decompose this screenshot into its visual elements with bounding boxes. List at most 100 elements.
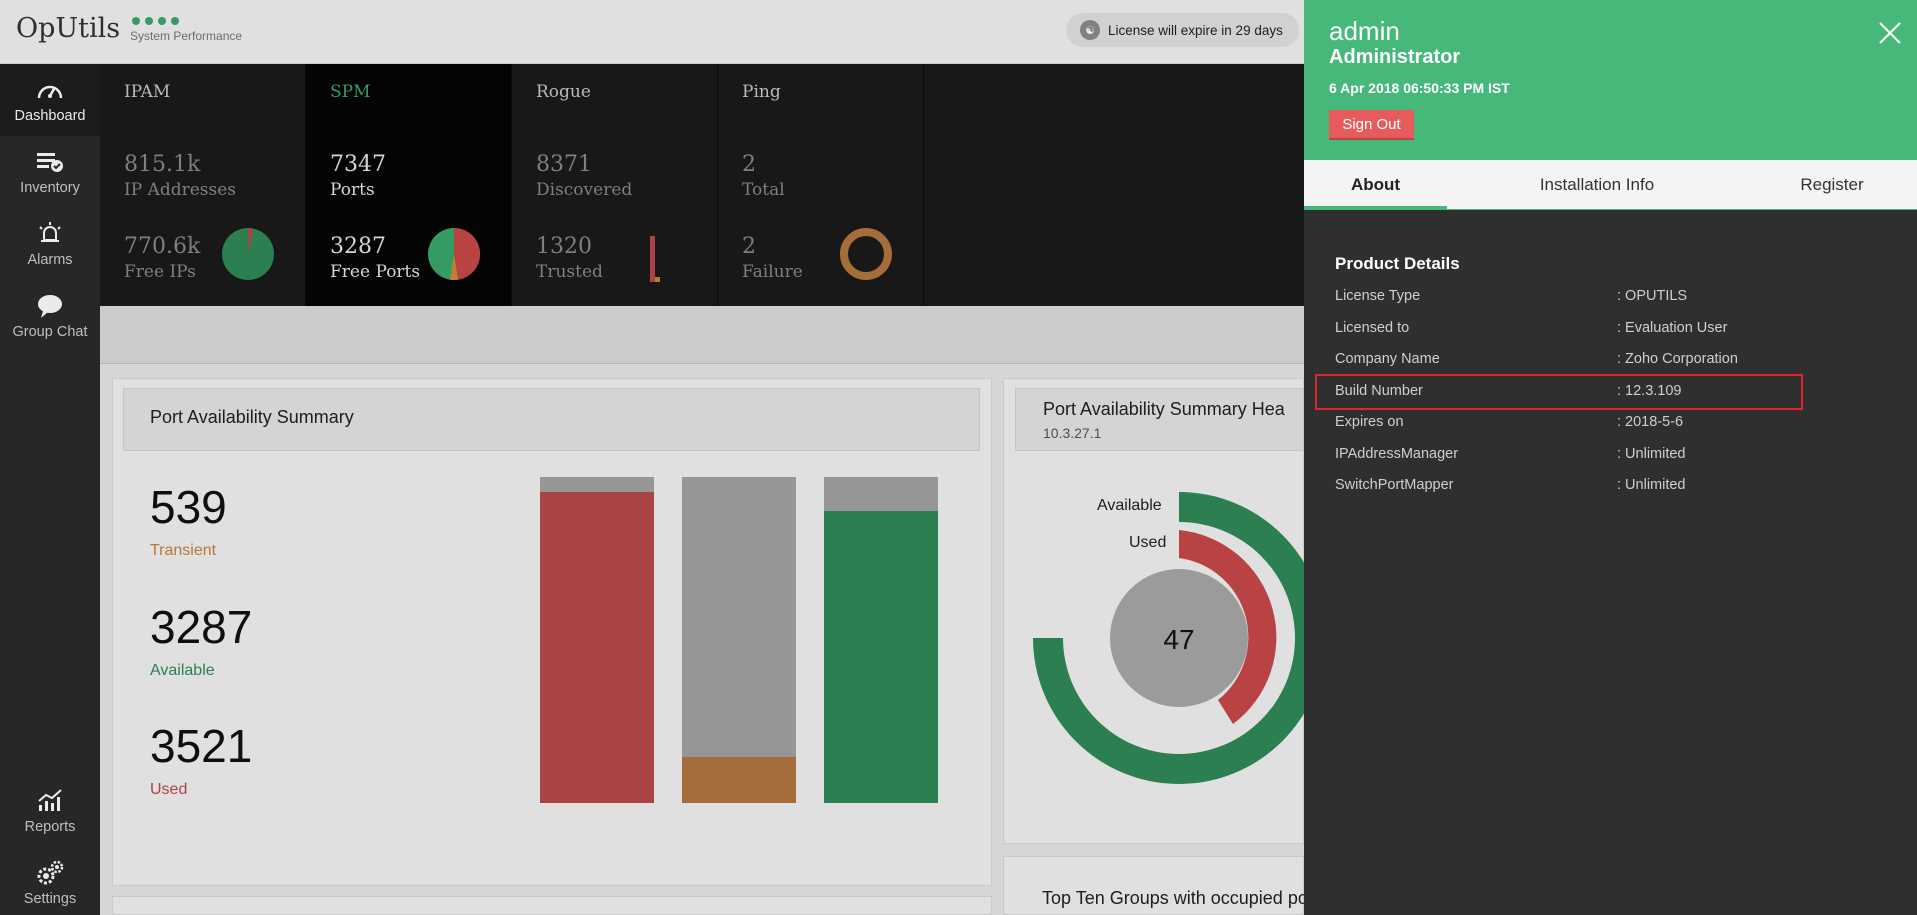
sidebar-item-settings[interactable]: Settings (0, 847, 100, 915)
reports-chart-icon (38, 789, 62, 811)
sidebar-item-group-chat[interactable]: Group Chat (0, 280, 100, 352)
port-availability-header: Port Availability Summary (123, 388, 980, 451)
tab-register[interactable]: Register (1800, 175, 1864, 194)
user-info-drawer: admin Administrator 6 Apr 2018 06:50:33 … (1304, 0, 1917, 915)
left-sidebar: Dashboard Inventory Alarms Group Chat Re… (0, 64, 100, 915)
stat-value: 2 (742, 152, 756, 177)
inventory-list-icon (37, 153, 63, 172)
stat-card-ping[interactable]: Ping 2 Total 2 Failure (718, 64, 924, 306)
sidebar-item-alarms[interactable]: Alarms (0, 208, 100, 280)
port-summary-bars (540, 477, 938, 803)
used-label: Used (150, 781, 188, 798)
license-icon: ☯ (1080, 20, 1100, 40)
alarm-bell-icon (39, 222, 61, 242)
lower-left-panel (112, 896, 992, 915)
port-health-donut: 47 (1033, 492, 1304, 784)
available-bar (824, 511, 938, 803)
stat-title: Ping (742, 82, 781, 102)
login-timestamp: 6 Apr 2018 06:50:33 PM IST (1329, 80, 1510, 96)
detail-key: Licensed to (1335, 320, 1410, 336)
build-number-highlight (1315, 374, 1803, 410)
sidebar-item-label: Group Chat (12, 324, 88, 340)
used-count: 3521 (150, 720, 253, 772)
trusted-bar-chart (650, 236, 660, 282)
top-ten-title: Top Ten Groups with occupied ports (1042, 888, 1328, 908)
stat-value: 815.1k (124, 152, 201, 177)
detail-key: Company Name (1335, 351, 1440, 367)
detail-key: License Type (1335, 288, 1421, 304)
stat-label: Free IPs (124, 262, 196, 282)
detail-row-ipaddressmanager: IPAddressManager : Unlimited (1335, 446, 1855, 470)
close-icon[interactable] (1877, 20, 1903, 46)
dashboard-toolbar (100, 306, 1304, 364)
panel-title: Port Availability Summary Hea (1043, 399, 1285, 419)
sidebar-item-label: Settings (23, 891, 77, 907)
stat-label: Failure (742, 262, 803, 282)
detail-value: : Unlimited (1617, 477, 1686, 493)
summary-stats-strip: IPAM 815.1k IP Addresses 770.6k Free IPs… (100, 64, 1304, 306)
detail-value: : 12.3.109 (1617, 383, 1682, 399)
user-role: Administrator (1329, 46, 1461, 68)
donut-used-label: Used (1129, 534, 1167, 551)
drawer-header: admin Administrator 6 Apr 2018 06:50:33 … (1304, 0, 1917, 160)
tab-about[interactable]: About (1304, 160, 1447, 209)
transient-count: 539 (150, 481, 227, 533)
sidebar-item-label: Reports (24, 819, 76, 835)
stat-label: Free Ports (330, 262, 421, 282)
sidebar-item-label: Alarms (27, 252, 73, 268)
panel-title: Port Availability Summary (150, 407, 354, 427)
detail-row-switchportmapper: SwitchPortMapper : Unlimited (1335, 477, 1855, 501)
stat-card-rogue[interactable]: Rogue 8371 Discovered 1320 Trusted (512, 64, 718, 306)
used-bar (540, 492, 654, 803)
donut-available-label: Available (1097, 497, 1162, 514)
transient-bar-track (682, 477, 796, 803)
stat-label: Total (742, 180, 785, 200)
chat-bubble-icon (38, 295, 62, 318)
detail-value: : 2018-5-6 (1617, 414, 1684, 430)
available-count: 3287 (150, 601, 253, 653)
detail-key: IPAddressManager (1335, 446, 1459, 462)
transient-label: Transient (150, 542, 217, 559)
detail-key: Expires on (1335, 414, 1404, 430)
app-logo[interactable]: OpUtils (16, 13, 121, 44)
stat-title: IPAM (124, 82, 171, 102)
license-expiry-badge[interactable]: ☯ License will expire in 29 days (1066, 13, 1299, 47)
stat-card-ipam[interactable]: IPAM 815.1k IP Addresses 770.6k Free IPs (100, 64, 306, 306)
stat-value: 7347 (330, 152, 386, 177)
detail-value: : Unlimited (1617, 446, 1686, 462)
app-subtitle: System Performance (130, 29, 243, 43)
sidebar-item-label: Inventory (20, 180, 80, 196)
stat-label: IP Addresses (124, 180, 237, 200)
sign-out-button[interactable]: Sign Out (1329, 110, 1414, 140)
detail-row-licensed-to: Licensed to : Evaluation User (1335, 320, 1855, 344)
stat-value: 3287 (330, 234, 386, 259)
detail-value: : Zoho Corporation (1617, 351, 1738, 367)
tab-installation-info[interactable]: Installation Info (1539, 175, 1655, 194)
settings-gears-icon (37, 860, 64, 885)
detail-row-company-name: Company Name : Zoho Corporation (1335, 351, 1855, 375)
sidebar-item-label: Dashboard (14, 108, 86, 124)
sidebar-item-dashboard[interactable]: Dashboard (0, 64, 100, 136)
stat-title: Rogue (536, 82, 591, 102)
detail-value: : OPUTILS (1617, 288, 1688, 304)
detail-row-build-number: Build Number : 12.3.109 (1335, 383, 1855, 407)
dashboard-gauge-icon (37, 85, 63, 99)
user-name: admin (1329, 16, 1400, 46)
detail-row-expires-on: Expires on : 2018-5-6 (1335, 414, 1855, 438)
transient-bar (682, 757, 796, 803)
donut-center-value: 47 (1163, 624, 1194, 655)
stat-value: 1320 (536, 234, 592, 259)
failure-ring-chart (840, 228, 892, 280)
stat-value: 770.6k (124, 234, 201, 259)
detail-row-license-type: License Type : OPUTILS (1335, 288, 1855, 312)
stat-label: Trusted (536, 262, 603, 282)
sidebar-item-inventory[interactable]: Inventory (0, 136, 100, 208)
free-ips-pie-chart (222, 228, 274, 280)
detail-key: Build Number (1335, 383, 1423, 399)
stat-card-spm[interactable]: SPM 7347 Ports 3287 Free Ports (306, 64, 512, 306)
free-ports-pie-chart (428, 227, 481, 281)
detail-key: SwitchPortMapper (1335, 477, 1454, 493)
stat-label: Discovered (536, 180, 633, 200)
sidebar-item-reports[interactable]: Reports (0, 775, 100, 847)
port-health-header: Port Availability Summary Hea 10.3.27.1 (1015, 388, 1304, 451)
